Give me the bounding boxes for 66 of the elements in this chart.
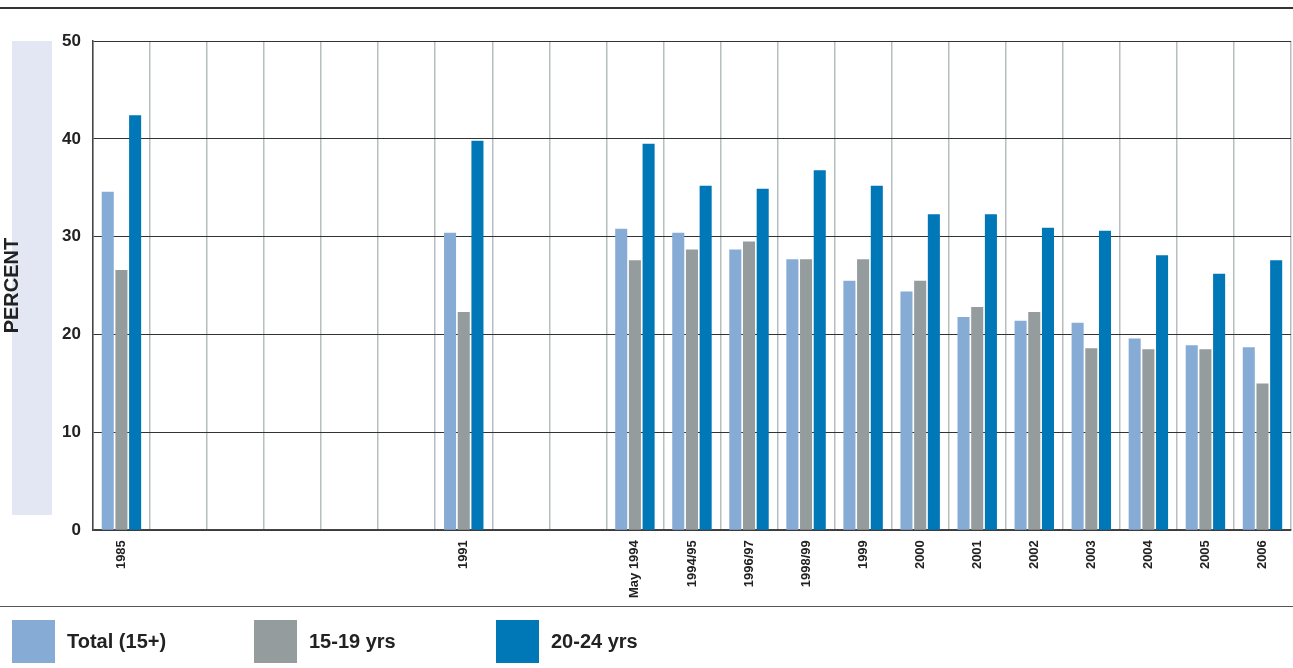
x-tick-label: 1999	[854, 540, 870, 570]
y-tick-label: 0	[71, 519, 81, 539]
bar	[984, 214, 997, 530]
bar	[857, 259, 870, 530]
x-tick-label: 1998/99	[797, 540, 813, 588]
bar	[642, 143, 655, 530]
bar	[957, 316, 970, 530]
x-tick-label: 1985	[113, 540, 129, 570]
bar	[1041, 227, 1054, 530]
y-tick-label: 20	[61, 324, 81, 344]
bar	[115, 269, 128, 530]
bar	[813, 170, 826, 530]
bar	[1185, 345, 1198, 530]
legend-label: Total (15+)	[67, 630, 167, 653]
bar	[672, 232, 685, 530]
legend-label: 20-24 yrs	[551, 630, 638, 653]
bar	[971, 307, 984, 530]
x-tick-label: 2006	[1254, 540, 1270, 570]
bar	[1270, 260, 1283, 530]
y-tick-label: 40	[61, 128, 81, 148]
x-tick-label: 1996/97	[740, 540, 756, 588]
x-tick-label: 2000	[911, 540, 927, 570]
x-tick-label: May 1994	[626, 539, 642, 599]
bar	[1028, 312, 1041, 530]
bar	[685, 249, 698, 530]
bar	[1199, 349, 1212, 530]
bar	[1085, 348, 1098, 530]
bar	[1256, 383, 1269, 530]
bar	[1213, 273, 1226, 530]
x-tick-label: 2003	[1082, 540, 1098, 570]
y-tick-label: 30	[61, 226, 81, 246]
y-tick-label: 10	[61, 422, 81, 442]
bar	[628, 260, 641, 530]
bar	[742, 241, 756, 530]
bar	[129, 115, 142, 530]
x-tick-label: 2004	[1139, 539, 1155, 570]
bar	[914, 280, 927, 530]
bar	[786, 259, 799, 530]
bar	[927, 214, 940, 530]
bar	[1071, 322, 1084, 530]
x-tick-label: 1994/95	[683, 540, 699, 588]
bar	[699, 185, 712, 530]
bar	[444, 232, 457, 530]
y-axis-title: PERCENT	[0, 237, 22, 334]
bar	[843, 280, 856, 530]
bar	[1142, 349, 1155, 530]
bar	[900, 291, 913, 530]
bar	[615, 228, 628, 530]
bar	[1014, 320, 1027, 530]
bar	[870, 185, 883, 530]
y-tick-label: 50	[61, 30, 81, 50]
bar	[101, 191, 114, 530]
legend-label: 15-19 yrs	[309, 630, 396, 653]
x-tick-label: 2005	[1197, 540, 1212, 570]
bar	[1242, 347, 1255, 530]
bar	[800, 259, 813, 530]
bar	[1156, 255, 1169, 530]
bar	[1128, 338, 1141, 530]
x-tick-label: 2001	[968, 540, 984, 570]
bar	[457, 312, 470, 530]
bar	[729, 249, 742, 530]
x-tick-label: 2002	[1025, 540, 1041, 570]
bar	[471, 140, 484, 530]
bar	[756, 188, 769, 530]
bar	[1098, 230, 1112, 530]
x-tick-label: 1991	[455, 540, 471, 570]
